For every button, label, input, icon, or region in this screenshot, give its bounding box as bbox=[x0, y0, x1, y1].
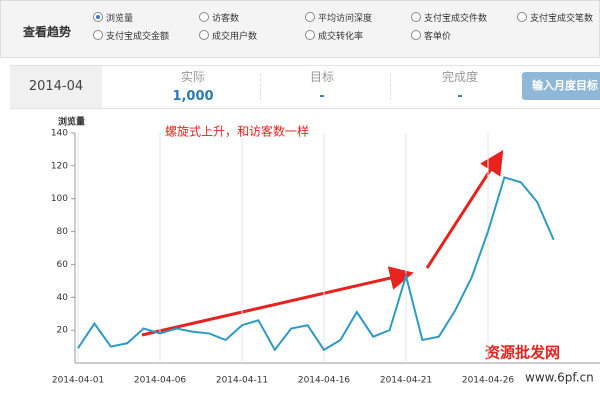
option-label: 支付宝成交件数 bbox=[424, 14, 488, 24]
target-button[interactable]: 输入月度目标 bbox=[522, 72, 600, 100]
y-tick-label: 100 bbox=[51, 194, 68, 204]
radio[interactable] bbox=[199, 30, 209, 40]
label: 实际 bbox=[180, 70, 205, 84]
panel-label: 查看趋势 bbox=[23, 25, 72, 39]
completion: 完成度 - bbox=[410, 68, 510, 104]
option-label: 支付宝成交金额 bbox=[106, 32, 170, 42]
period: 2014-04 bbox=[10, 66, 102, 108]
line bbox=[77, 176, 555, 352]
chart: 浏览量 螺旋式上升，和访客数一样 资源批发网 www.6pf.cn 20 40 60… bbox=[51, 116, 600, 386]
option[interactable]: 支付宝成交笔数 bbox=[517, 11, 593, 24]
option[interactable]: 成交用户数 bbox=[199, 29, 257, 42]
value: - bbox=[457, 89, 463, 104]
option-label: 成交转化率 bbox=[318, 32, 364, 42]
trend-panel: 查看趋势 浏览量 访客数 平均访问深度 支付宝成交件数 支付宝成交笔数支付宝成交金额 成交… bbox=[0, 0, 600, 58]
value: 1,000 bbox=[172, 89, 214, 104]
y-tick-label: 120 bbox=[51, 161, 68, 171]
option-label: 客单价 bbox=[424, 32, 452, 42]
option-label: 成交用户数 bbox=[212, 32, 258, 42]
y-tick-label: 140 bbox=[51, 129, 68, 139]
y-tick-label: 60 bbox=[57, 260, 69, 270]
radio[interactable] bbox=[199, 12, 209, 22]
separator bbox=[260, 74, 261, 100]
option[interactable]: 平均访问深度 bbox=[305, 11, 372, 24]
label: 完成度 bbox=[441, 70, 478, 84]
option[interactable]: 支付宝成交金额 bbox=[93, 29, 169, 42]
x-tick-label: 2014-04-01 bbox=[52, 376, 104, 386]
arrow bbox=[141, 266, 414, 337]
arrow bbox=[425, 149, 504, 269]
label: 目标 bbox=[309, 70, 334, 84]
radio[interactable] bbox=[93, 30, 103, 40]
option-label: 支付宝成交笔数 bbox=[530, 14, 594, 24]
x-tick-label: 2014-04-11 bbox=[216, 376, 268, 386]
radio[interactable] bbox=[517, 12, 527, 22]
value: - bbox=[319, 89, 325, 104]
x-tick-label: 2014-04-21 bbox=[380, 376, 432, 386]
separator bbox=[390, 74, 391, 100]
x-tick-label: 2014-04-16 bbox=[298, 376, 351, 386]
y-axis-title: 浏览量 bbox=[58, 116, 85, 128]
annotation: 螺旋式上升，和访客数一样 bbox=[165, 124, 309, 139]
option[interactable]: 浏览量 bbox=[93, 11, 133, 24]
option[interactable]: 访客数 bbox=[199, 11, 239, 24]
radio[interactable] bbox=[411, 30, 421, 40]
radio[interactable] bbox=[305, 12, 315, 22]
option-label: 浏览量 bbox=[106, 14, 134, 24]
radio[interactable] bbox=[93, 12, 103, 22]
x-tick-label: 2014-04-06 bbox=[134, 376, 187, 386]
actual: 实际 1,000 bbox=[143, 68, 243, 104]
summary: 2014-04 实际 1,000 目标 - 完成度 - 输入月度目标 bbox=[10, 65, 600, 109]
y-tick-label: 80 bbox=[57, 227, 69, 237]
y-tick-label: 40 bbox=[57, 293, 69, 303]
option-label: 平均访问深度 bbox=[318, 14, 373, 24]
watermark: 资源批发网 bbox=[485, 344, 560, 362]
x-tick-label: 2014-04-26 bbox=[462, 376, 515, 386]
y-tick-label: 20 bbox=[57, 326, 69, 336]
radio[interactable] bbox=[411, 12, 421, 22]
option[interactable]: 支付宝成交件数 bbox=[411, 11, 487, 24]
option[interactable]: 客单价 bbox=[411, 29, 451, 42]
target: 目标 - bbox=[272, 68, 372, 104]
watermark: www.6pf.cn bbox=[525, 371, 594, 385]
option[interactable]: 成交转化率 bbox=[305, 29, 363, 42]
radio[interactable] bbox=[305, 30, 315, 40]
option-label: 访客数 bbox=[212, 14, 240, 24]
